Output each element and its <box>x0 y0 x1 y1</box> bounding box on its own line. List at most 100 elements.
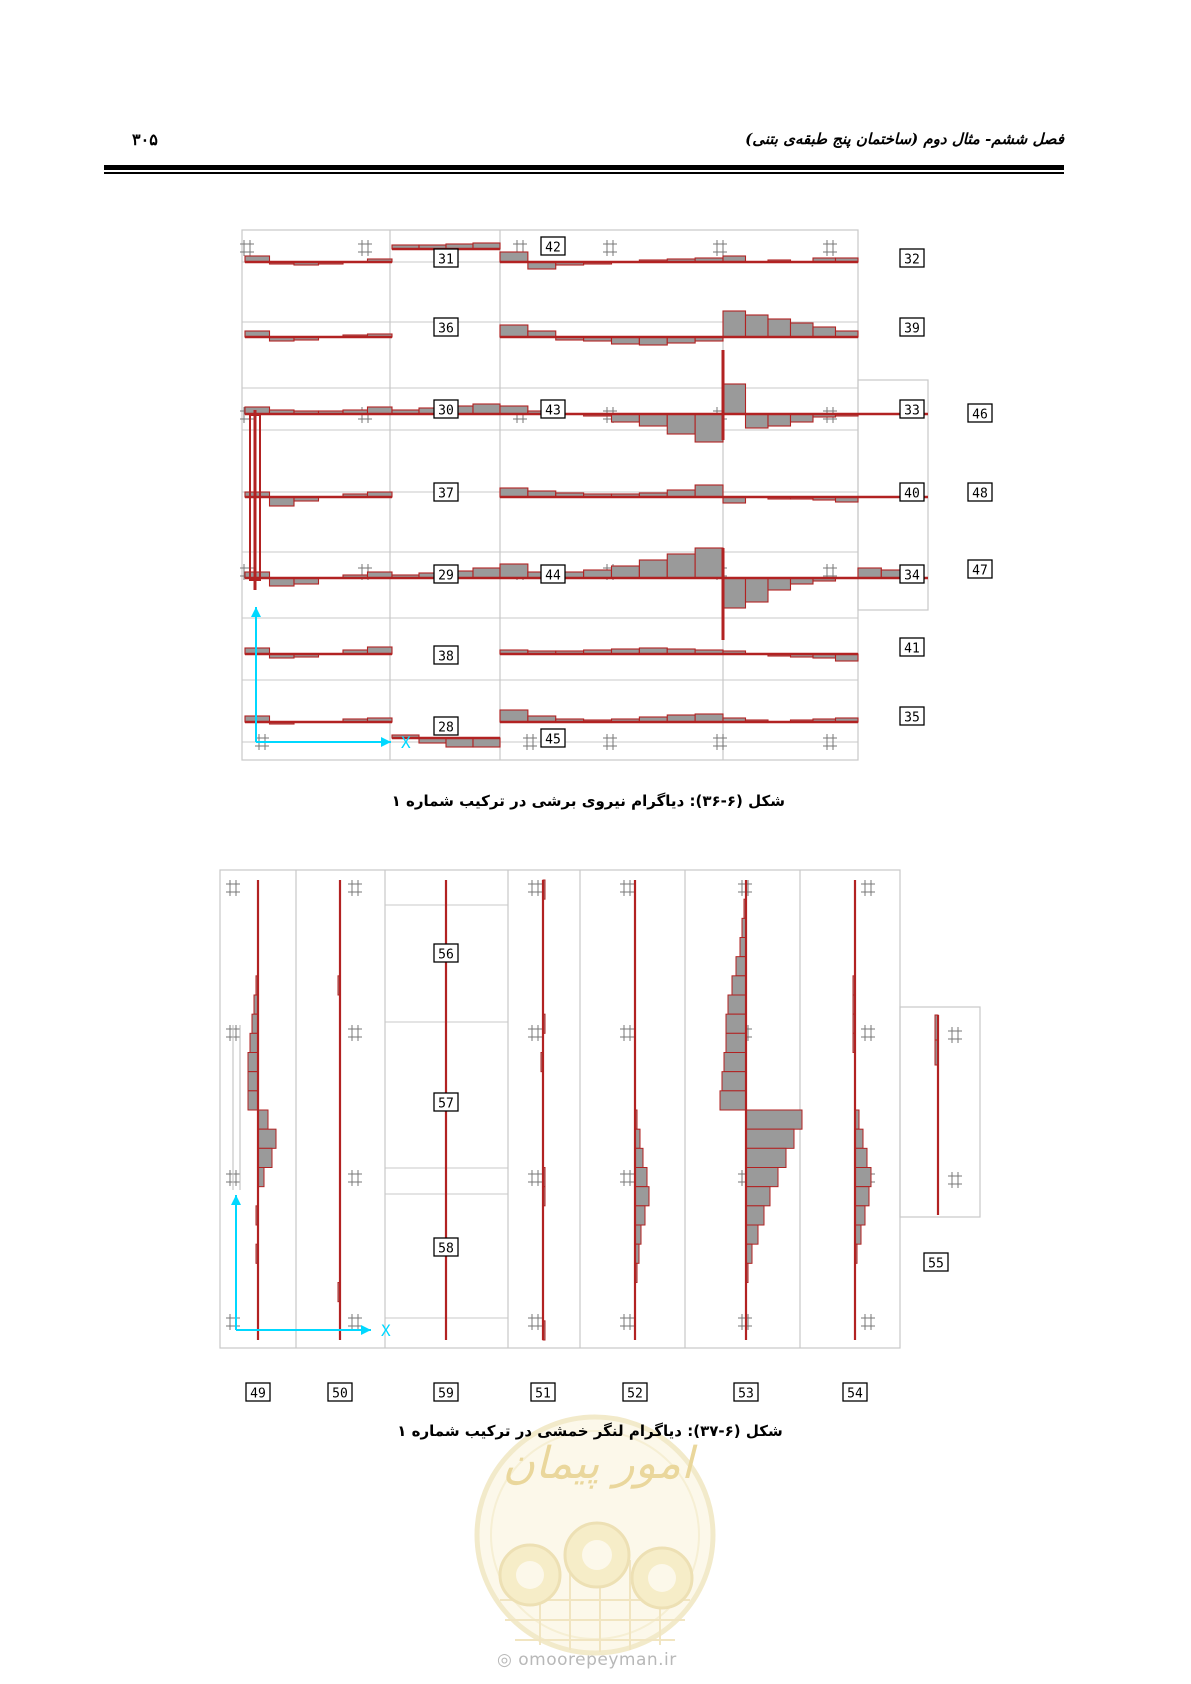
joint-marker <box>823 407 837 423</box>
moment-block <box>745 1186 771 1207</box>
joint-marker <box>823 564 837 580</box>
moment-block <box>634 1167 648 1188</box>
member-label-box <box>923 1252 949 1272</box>
member-label-box <box>327 1382 353 1402</box>
moment-block <box>257 1128 277 1149</box>
moment-block <box>854 1205 866 1226</box>
member-label: 46 <box>972 408 988 423</box>
member-label: 48 <box>972 487 988 502</box>
member-label: 44 <box>545 569 561 584</box>
grid-side-frame <box>857 379 929 611</box>
joint-marker <box>823 734 837 750</box>
moment-block <box>725 1013 747 1034</box>
joint-marker <box>528 1314 542 1330</box>
member-label: 31 <box>438 253 454 268</box>
member-label-box <box>433 1382 459 1402</box>
y-axis-arrow <box>251 607 261 617</box>
moment-block <box>745 1128 795 1149</box>
joint-marker <box>528 1025 542 1041</box>
moment-block <box>745 1205 765 1226</box>
member-label: 42 <box>545 241 561 256</box>
member-label-box <box>433 716 459 736</box>
x-axis-arrow <box>381 737 391 747</box>
y-axis-arrow <box>231 1195 241 1205</box>
moment-block <box>854 1147 868 1169</box>
joint-marker <box>861 1025 875 1041</box>
member-label-box <box>899 564 925 584</box>
joint-marker <box>620 1025 634 1041</box>
member-label-box <box>433 943 459 963</box>
moment-block <box>247 1071 259 1092</box>
member-label: 38 <box>438 650 454 665</box>
moment-block <box>247 1052 259 1073</box>
member-label-box <box>433 248 459 268</box>
member-label-box <box>899 637 925 657</box>
member-label-box <box>842 1382 868 1402</box>
joint-marker <box>620 880 634 896</box>
moment-block <box>723 1052 747 1073</box>
bottom-member-label: 49 <box>250 1387 266 1402</box>
member-label-box <box>433 399 459 419</box>
member-label-box <box>622 1382 648 1402</box>
member-label: 30 <box>438 404 454 419</box>
member-label-box <box>433 645 459 665</box>
moment-block <box>727 994 747 1015</box>
member-label: 40 <box>904 487 920 502</box>
member-label-box <box>433 1092 459 1112</box>
member-label-box <box>530 1382 556 1402</box>
joint-marker <box>620 1170 634 1186</box>
moment-block <box>247 1090 259 1111</box>
member-label-box <box>433 317 459 337</box>
joint-marker <box>523 734 537 750</box>
member-label: 55 <box>928 1257 944 1272</box>
joint-marker <box>861 880 875 896</box>
bottom-member-label: 59 <box>438 1387 454 1402</box>
joint-marker <box>713 240 727 256</box>
moment-block <box>745 1109 803 1130</box>
moment-block <box>725 1032 747 1054</box>
member-label: 35 <box>904 711 920 726</box>
moment-block <box>257 1109 269 1130</box>
joint-marker <box>226 880 240 896</box>
member-label: 34 <box>904 569 920 584</box>
x-axis-arrow <box>361 1325 371 1335</box>
bottom-member-label: 54 <box>847 1387 863 1402</box>
moment-block <box>854 1186 870 1207</box>
moment-block <box>745 1224 759 1245</box>
joint-marker <box>603 240 617 256</box>
joint-marker <box>861 1314 875 1330</box>
member-label-box <box>733 1382 759 1402</box>
moment-block <box>634 1147 644 1169</box>
shear-block <box>694 413 724 443</box>
moment-block <box>634 1205 646 1226</box>
member-label: 43 <box>545 404 561 419</box>
member-label-box <box>899 706 925 726</box>
moment-block <box>745 1147 787 1169</box>
joint-marker <box>620 1314 634 1330</box>
watermark-site-text: omoorepeyman.ir <box>518 1650 677 1670</box>
joint-marker <box>528 880 542 896</box>
bottom-member-label: 52 <box>627 1387 643 1402</box>
moment-block <box>854 1128 864 1149</box>
shear-block <box>666 553 696 579</box>
shear-block <box>694 547 724 579</box>
member-label: 39 <box>904 322 920 337</box>
member-label-box <box>899 399 925 419</box>
moment-block <box>719 1090 747 1111</box>
member-label: 41 <box>904 642 920 657</box>
member-label-box <box>433 482 459 502</box>
member-label-box <box>540 564 566 584</box>
member-label: 32 <box>904 253 920 268</box>
moment-block <box>735 956 747 977</box>
member-label-box <box>540 399 566 419</box>
joint-marker <box>948 1027 962 1043</box>
member-label-box <box>967 559 993 579</box>
header-rule-thin <box>104 172 1064 174</box>
page-header: فصل ششم- مثال دوم (ساختمان پنج طبقه‌ی بت… <box>104 130 1064 160</box>
moment-block <box>745 1167 779 1188</box>
member-label: 45 <box>545 733 561 748</box>
member-label-box <box>540 236 566 256</box>
member-label-box <box>899 317 925 337</box>
